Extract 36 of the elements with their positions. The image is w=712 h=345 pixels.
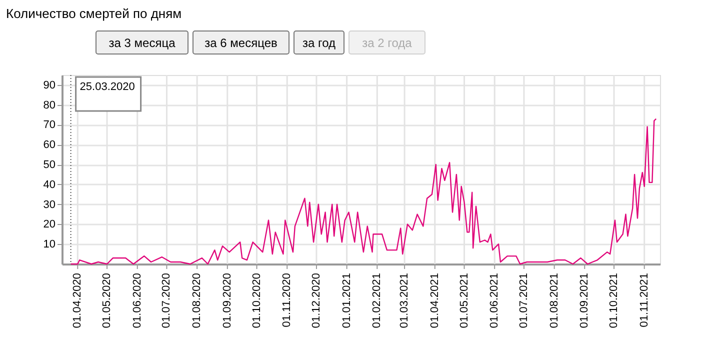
x-tick-label: 01.06.2020 [131, 273, 144, 328]
y-tick-label: 30 [43, 198, 56, 211]
y-tick-label: 70 [43, 119, 56, 132]
x-tick-label: 01.09.2020 [221, 273, 234, 328]
y-tick-label: 60 [43, 139, 56, 152]
x-tick-label: 01.12.2020 [310, 273, 322, 328]
text: за 6 месяцев [204, 36, 278, 50]
y-tick-label: 50 [43, 159, 56, 172]
x-tick-label: 01.07.2020 [160, 273, 173, 328]
text: за год [302, 36, 336, 50]
x-tick-label: 01.11.2021 [638, 273, 650, 328]
x-tick-label: 01.04.2021 [428, 273, 441, 328]
x-tick-label: 01.04.2020 [72, 273, 84, 328]
x-tick-label: 01.05.2021 [458, 273, 470, 328]
x-tick-label: 01.08.2021 [548, 273, 560, 328]
chart-title: Количество смертей по дням [6, 6, 182, 21]
x-tick-label: 01.01.2021 [340, 273, 353, 328]
x-tick-label: 01.09.2021 [578, 273, 591, 328]
y-tick-label: 80 [43, 99, 56, 112]
y-tick-label: 90 [43, 79, 56, 92]
x-tick-label: 01.07.2021 [518, 273, 530, 328]
x-tick-label: 01.02.2021 [371, 273, 384, 328]
x-tick-label: 01.11.2020 [281, 273, 294, 328]
line-series [70, 118, 657, 265]
x-tick-label: 01.10.2021 [608, 273, 620, 328]
y-tick-label: 40 [43, 178, 56, 191]
x-tick-label: 01.03.2021 [398, 273, 411, 328]
text: за 3 месяца [108, 36, 176, 50]
y-tick-label: 10 [43, 238, 56, 251]
x-tick-label: 01.08.2020 [191, 273, 204, 328]
x-tick-label: 01.10.2020 [250, 273, 263, 328]
ref-line-label: 25.03.2020 [80, 81, 135, 93]
x-tick-label: 01.05.2020 [101, 273, 114, 328]
x-tick-label: 01.06.2021 [488, 273, 501, 328]
text: за 2 года [362, 36, 412, 50]
y-tick-label: 20 [43, 218, 56, 231]
